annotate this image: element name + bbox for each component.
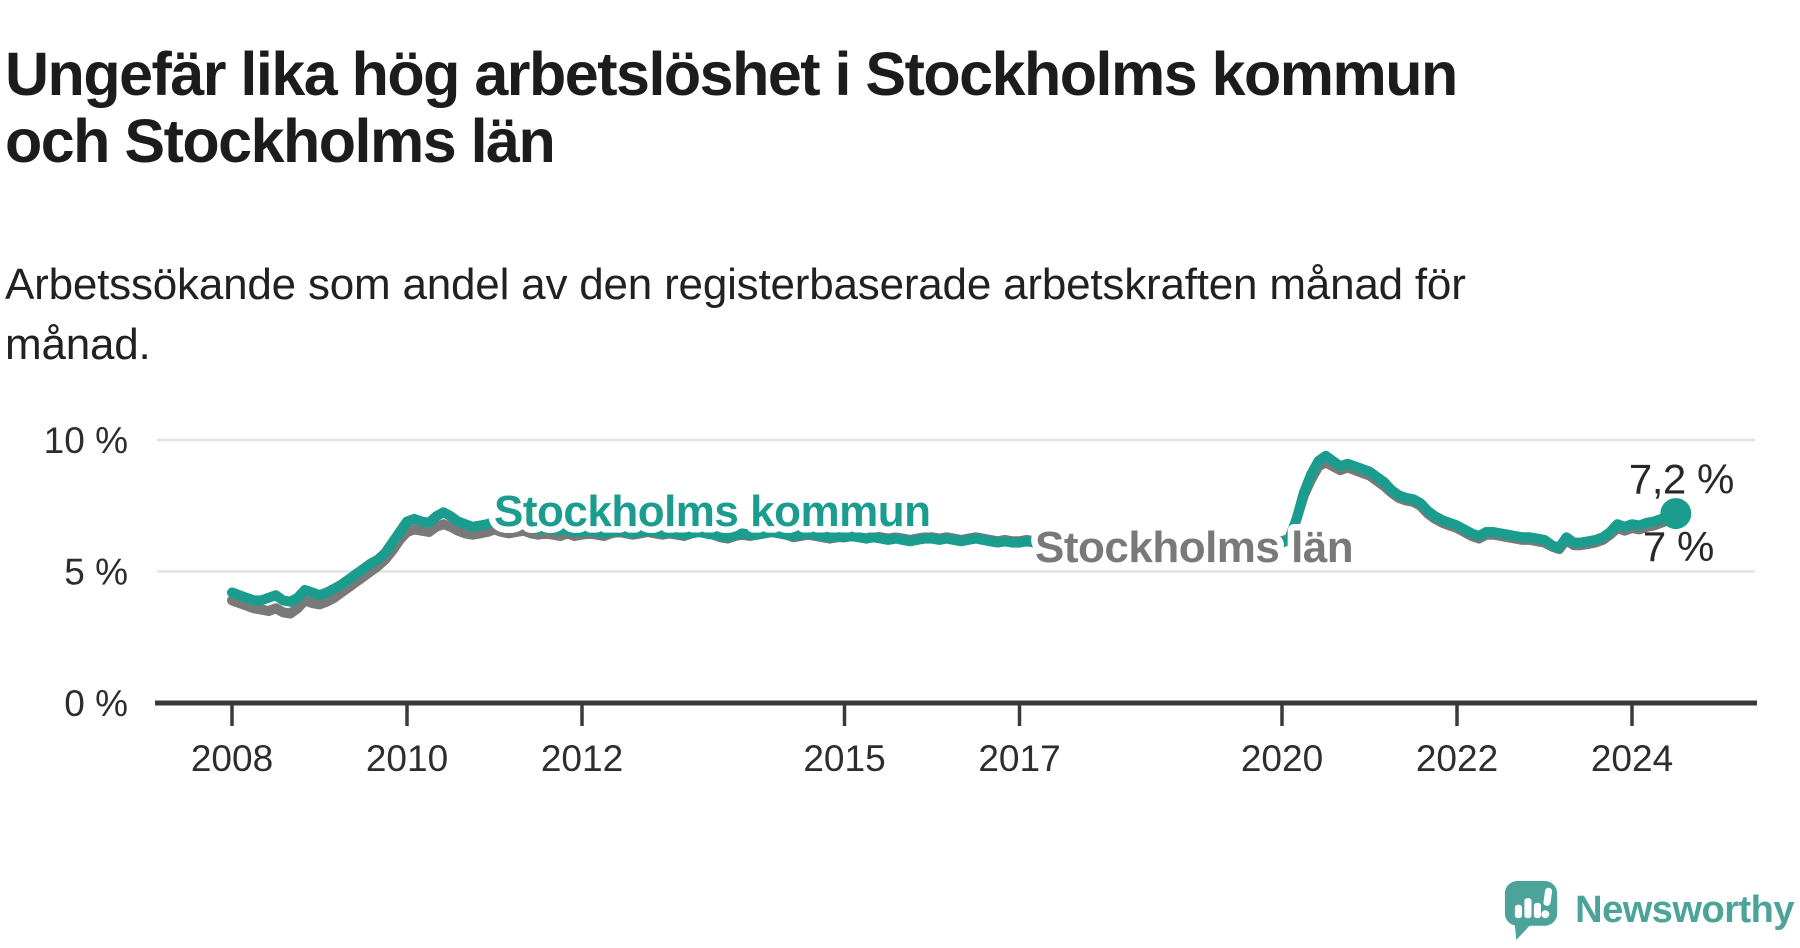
newsworthy-bubble-icon [1505,881,1558,940]
series-label-stockholms-lan: Stockholms län [1035,523,1353,572]
y-tick-5: 5 % [64,552,1755,593]
logo-bar-2 [1524,898,1532,919]
x-tick-2015: 2015 [803,705,886,779]
x-tick-2017: 2017 [978,705,1061,779]
x-tick-2024: 2024 [1591,705,1673,779]
y-tick-label-0: 0 % [64,683,128,724]
logo-bar-1 [1515,904,1523,919]
page-title-line-1: Ungefär lika hög arbetslöshet i Stockhol… [5,39,1458,108]
logo-bar-3 [1534,902,1542,919]
x-tick-label-2010: 2010 [366,738,448,779]
newsworthy-logo-text: Newsworthy [1575,889,1794,931]
x-tick-2010: 2010 [366,705,448,779]
x-tick-label-2015: 2015 [803,738,885,779]
logo-exclamation [1541,887,1553,919]
x-tick-label-2022: 2022 [1416,738,1498,779]
y-tick-label-5: 5 % [64,552,128,593]
x-tick-label-2024: 2024 [1591,738,1673,779]
series-label-stockholms-kommun: Stockholms kommun [494,487,930,536]
page-title: Ungefär lika hög arbetslöshet i Stockhol… [5,39,1685,175]
y-tick-0: 0 % [64,683,1757,724]
x-tick-label-2012: 2012 [541,738,623,779]
newsworthy-logo[interactable]: Newsworthy [1503,879,1794,942]
end-value-label-kommun: 7,2 % [1629,456,1734,503]
x-tick-2012: 2012 [541,705,623,779]
x-tick-2020: 2020 [1241,705,1323,779]
end-value-label-lan: 7 % [1643,523,1714,570]
y-tick-label-10: 10 % [44,420,128,461]
x-tick-2008: 2008 [191,705,273,779]
x-tick-label-2017: 2017 [978,738,1060,779]
chart-subtitle-line-1: Arbetssökande som andel av den registerb… [5,260,1466,309]
chart-subtitle: Arbetssökande som andel av den registerb… [5,255,1605,376]
x-tick-label-2020: 2020 [1241,738,1323,779]
end-point-dot [1660,498,1692,530]
y-tick-10: 10 % [44,420,1755,461]
page-title-line-2: och Stockholms län [5,106,556,175]
chart-subtitle-line-2: månad. [5,320,151,370]
series-line-stockholms-kommun [227,450,1681,607]
x-tick-label-2008: 2008 [191,738,273,779]
x-tick-2022: 2022 [1416,705,1498,779]
